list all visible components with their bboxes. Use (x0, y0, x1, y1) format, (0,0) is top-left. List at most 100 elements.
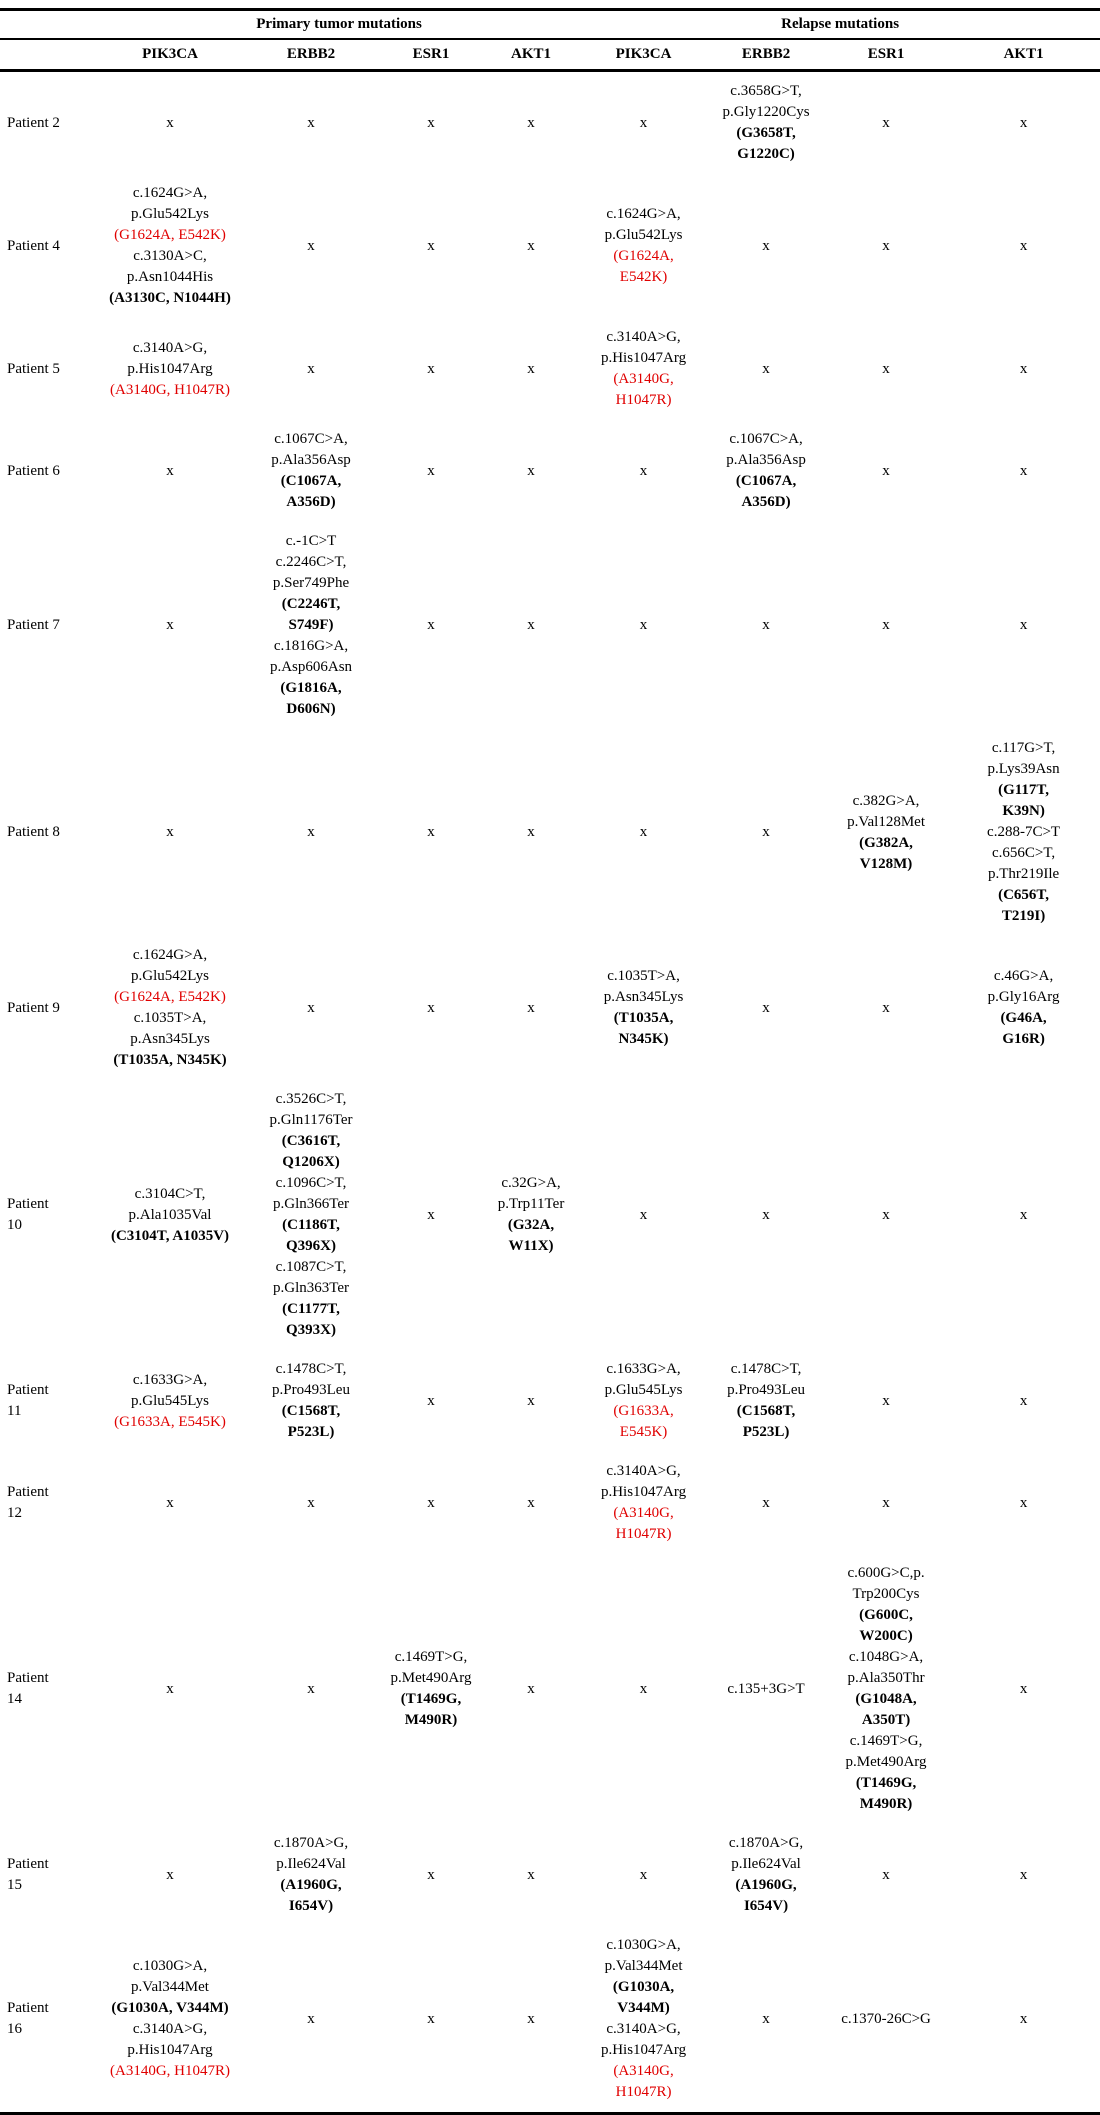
mutation-cell: c.600G>C,p. Trp200Cys (G600C, W200C) c.1048G… (825, 1554, 947, 1824)
mutation-cell: c.1633G>A, p.Glu545Lys (G1633A, E545K) (98, 1350, 242, 1452)
no-mutation-mark: x (1019, 360, 1028, 377)
patient-label-text: Patient 11 (7, 1382, 49, 1419)
mutation-line: c.382G>A, (852, 792, 920, 809)
mutation-line: c.3140A>G, (132, 339, 208, 356)
mutation-line: P523L) (287, 1424, 335, 1440)
mutation-table: Primary tumor mutations Relapse mutation… (0, 8, 1100, 2115)
no-mutation-cell: x (380, 420, 482, 522)
no-mutation-mark: x (307, 2010, 315, 2027)
no-mutation-mark: x (762, 1494, 770, 1511)
group-header-row: Primary tumor mutations Relapse mutation… (0, 9, 1100, 40)
mutation-cell: c.3526C>T, p.Gln1176Ter (C3616T, Q1206X) c.1… (242, 1080, 380, 1350)
no-mutation-cell: x (580, 420, 707, 522)
mutation-line: (G1633A, (613, 1403, 674, 1419)
mutation-line: p.Ser749Phe (272, 575, 350, 591)
mutation-line: c.3130A>C, (133, 248, 207, 264)
no-mutation-cell: x (482, 729, 580, 936)
mutation-line: c.-1C>T (285, 533, 337, 549)
mutation-line: Q1206X) (282, 1154, 340, 1170)
mutation-line: c.1478C>T, (275, 1361, 347, 1377)
no-mutation-cell: x (825, 318, 947, 420)
no-mutation-cell: x (482, 1350, 580, 1452)
no-mutation-cell: x (98, 71, 242, 175)
gene-header-primary-pik3ca: PIK3CA (98, 39, 242, 72)
no-mutation-cell: x (947, 174, 1100, 318)
mutation-cell: c.382G>A, p.Val128Met (G382A, V128M) (825, 729, 947, 936)
no-mutation-cell: x (947, 1824, 1100, 1926)
no-mutation-cell: x (947, 1080, 1100, 1350)
gene-header-row: PIK3CA ERBB2 ESR1 AKT1 PIK3CA ERBB2 ESR1… (0, 39, 1100, 72)
no-mutation-mark: x (427, 824, 435, 840)
patient-label: Patient 10 (0, 1080, 98, 1350)
mutation-line: p.Ile624Val (276, 1856, 346, 1872)
patient-label: Patient 12 (0, 1452, 98, 1554)
no-mutation-cell: x (242, 318, 380, 420)
no-mutation-cell: x (380, 1824, 482, 1926)
mutation-line: p.Asp606Asn (269, 659, 353, 675)
no-mutation-cell: x (825, 1080, 947, 1350)
mutation-line: M490R) (859, 1796, 913, 1812)
mutation-line: (C2246T, (281, 596, 341, 612)
no-mutation-mark: x (427, 617, 435, 633)
mutation-line: p.Pro493Leu (272, 1382, 350, 1398)
mutation-line: (G1624A, (613, 248, 674, 264)
mutation-line: p.Ala350Thr (847, 1670, 925, 1686)
mutation-line: c.1870A>G, (728, 1835, 804, 1851)
no-mutation-cell: x (242, 71, 380, 175)
mutation-line: (T1469G, (855, 1775, 917, 1791)
mutation-line: p.Asn1044His (126, 269, 214, 285)
no-mutation-cell: x (707, 174, 825, 318)
no-mutation-mark: x (527, 462, 535, 479)
no-mutation-cell: x (98, 729, 242, 936)
no-mutation-mark: x (1019, 114, 1028, 131)
mutation-line: p.Glu542Lys (131, 206, 209, 222)
mutation-line: p.Gln363Ter (272, 1280, 350, 1296)
no-mutation-cell: x (947, 420, 1100, 522)
no-mutation-mark: x (762, 824, 770, 840)
mutation-line: (C1067A, (280, 473, 342, 489)
patient-row: Patient 14 x x c.1469T>G, p.Met490Arg (T1469G… (0, 1554, 1100, 1824)
no-mutation-cell: x (707, 318, 825, 420)
no-mutation-mark: x (427, 360, 435, 377)
mutation-line: c.1478C>T, (730, 1361, 802, 1377)
no-mutation-cell: x (947, 1926, 1100, 2114)
mutation-line: M490R) (404, 1712, 458, 1728)
mutation-line: (G1624A, E542K) (114, 227, 226, 243)
no-mutation-cell: x (707, 1926, 825, 2114)
mutation-line: p.Ala356Asp (271, 452, 351, 468)
mutation-line: p.His1047Arg (127, 360, 213, 377)
patient-label-text: Patient 6 (7, 462, 60, 479)
mutation-line: p.Met490Arg (845, 1754, 927, 1770)
mutation-line: (A3140G, (613, 1505, 674, 1521)
mutation-line: c.656C>T, (991, 845, 1056, 861)
mutation-line: Trp200Cys (852, 1586, 920, 1602)
mutation-line: p.Trp11Ter (497, 1196, 565, 1212)
no-mutation-cell: x (380, 71, 482, 175)
mutation-line: D606N) (286, 701, 336, 717)
no-mutation-mark: x (639, 1206, 648, 1223)
mutation-line: c.3658G>T, (730, 83, 802, 99)
mutation-line: c.3104C>T, (134, 1185, 206, 1202)
no-mutation-cell: x (380, 1452, 482, 1554)
mutation-line: p.Ile624Val (731, 1856, 801, 1872)
no-mutation-mark: x (166, 617, 174, 633)
no-mutation-cell: x (242, 1554, 380, 1824)
no-mutation-mark: x (762, 617, 770, 633)
mutation-line: (C3616T, (281, 1133, 341, 1149)
no-mutation-cell: x (825, 936, 947, 1080)
no-mutation-mark: x (882, 617, 890, 633)
mutation-line: c.2246C>T, (275, 554, 347, 570)
no-mutation-cell: x (825, 1350, 947, 1452)
mutation-line: V128M) (859, 855, 913, 872)
mutation-line: p.Val128Met (847, 813, 925, 830)
mutation-line: p.His1047Arg (600, 350, 687, 366)
patient-label: Patient 8 (0, 729, 98, 936)
no-mutation-mark: x (307, 999, 315, 1016)
no-mutation-cell: x (707, 1452, 825, 1554)
mutation-cell: c.1030G>A, p.Val344Met (G1030A, V344M) c.314… (580, 1926, 707, 2114)
mutation-line: E542K) (619, 269, 668, 285)
mutation-line: (C1568T, (281, 1403, 341, 1419)
no-mutation-cell: x (380, 174, 482, 318)
no-mutation-mark: x (639, 617, 648, 633)
no-mutation-mark: x (882, 1494, 890, 1511)
